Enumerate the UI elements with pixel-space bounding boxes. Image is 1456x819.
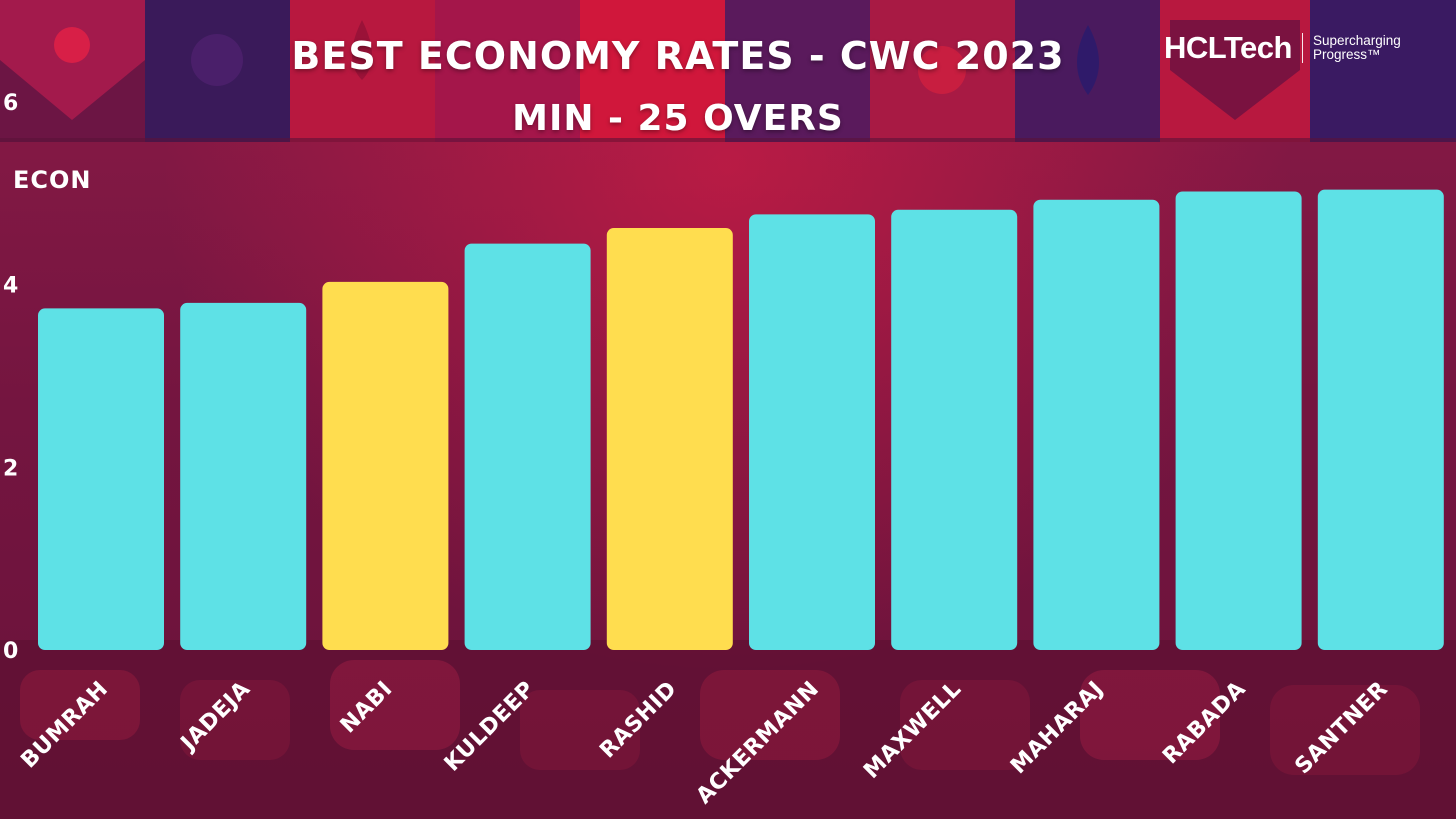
y-tick-label: 2	[3, 456, 18, 481]
y-tick-label: 6	[3, 91, 18, 116]
x-tick-label: KULDEEP	[440, 677, 540, 777]
chart-title: BEST ECONOMY RATES - CWC 2023	[291, 34, 1065, 78]
x-tick-label: JADEJA	[175, 677, 255, 757]
bar-santner	[1317, 189, 1444, 650]
x-tick-label: MAXWELL	[859, 677, 966, 784]
y-tick-label: 4	[3, 274, 18, 299]
bar-ackermann	[749, 214, 875, 650]
logo-divider	[1301, 33, 1303, 63]
x-tick-label: RABADA	[1158, 677, 1251, 770]
flags-banner	[0, 0, 1456, 142]
y-axis-label: ECON	[13, 166, 92, 194]
stadium-seats	[0, 640, 1456, 819]
bar-rashid	[606, 228, 733, 651]
x-tick-label: NABI	[336, 677, 398, 739]
x-tick-label: BUMRAH	[16, 677, 113, 774]
bar-kuldeep	[464, 243, 591, 651]
x-tick-label: MAHARAJ	[1006, 677, 1109, 780]
bar-maharaj	[1033, 199, 1160, 650]
bar-bumrah	[38, 308, 164, 650]
bar-rabada	[1175, 191, 1302, 651]
y-tick-label: 0	[3, 639, 18, 664]
brand-logo: HCLTech Supercharging Progress™	[1164, 30, 1413, 66]
chart-subtitle: MIN - 25 OVERS	[512, 98, 844, 139]
x-tick-label: RASHID	[595, 677, 682, 764]
bar-nabi	[322, 281, 449, 650]
bar-jadeja	[180, 302, 307, 650]
logo-wordmark: HCLTech	[1164, 30, 1292, 65]
logo-tagline: Supercharging Progress™	[1312, 33, 1401, 62]
x-tick-label: ACKERMANN	[692, 677, 825, 810]
x-tick-label: SANTNER	[1290, 677, 1393, 780]
bar-maxwell	[891, 209, 1018, 651]
